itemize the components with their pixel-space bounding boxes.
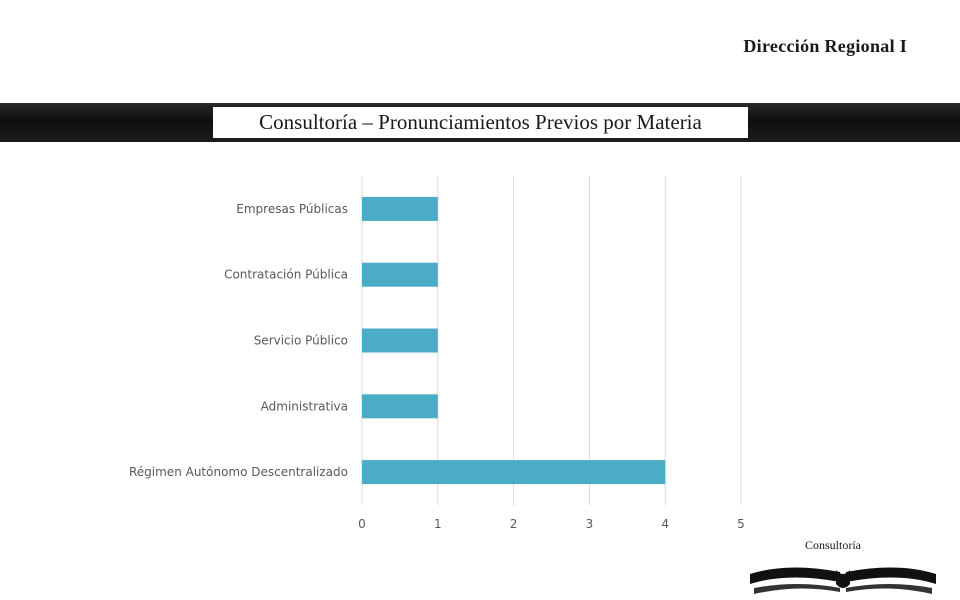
x-tick-label: 4: [661, 517, 669, 531]
x-tick-label: 2: [510, 517, 518, 531]
region-title: Dirección Regional I: [743, 36, 907, 56]
x-tick-label: 5: [737, 517, 745, 531]
category-label: Servicio Público: [254, 334, 348, 348]
bar-layer: [362, 196, 666, 485]
bar-0: [362, 196, 438, 221]
bar-1: [362, 262, 438, 287]
bar-2: [362, 328, 438, 353]
x-tick-label: 1: [434, 517, 442, 531]
x-tick-label: 0: [358, 517, 366, 531]
bar-3: [362, 394, 438, 419]
category-label: Empresas Públicas: [236, 202, 348, 216]
category-label: Contratación Pública: [224, 268, 348, 282]
category-label-layer: Empresas Públicas Contratación Pública Ser…: [129, 202, 348, 479]
footer-label: Consultoría: [805, 538, 861, 552]
bar-4: [362, 460, 666, 485]
slide-title: Consultoría – Pronunciamientos Previos p…: [213, 107, 748, 138]
x-tick-layer: 0 1 2 3 4 5: [358, 517, 745, 531]
category-label: Régimen Autónomo Descentralizado: [129, 465, 348, 479]
open-book-logo: [750, 567, 936, 594]
title-banner: Consultoría – Pronunciamientos Previos p…: [0, 103, 960, 142]
category-label: Administrativa: [261, 399, 348, 413]
x-tick-label: 3: [586, 517, 594, 531]
